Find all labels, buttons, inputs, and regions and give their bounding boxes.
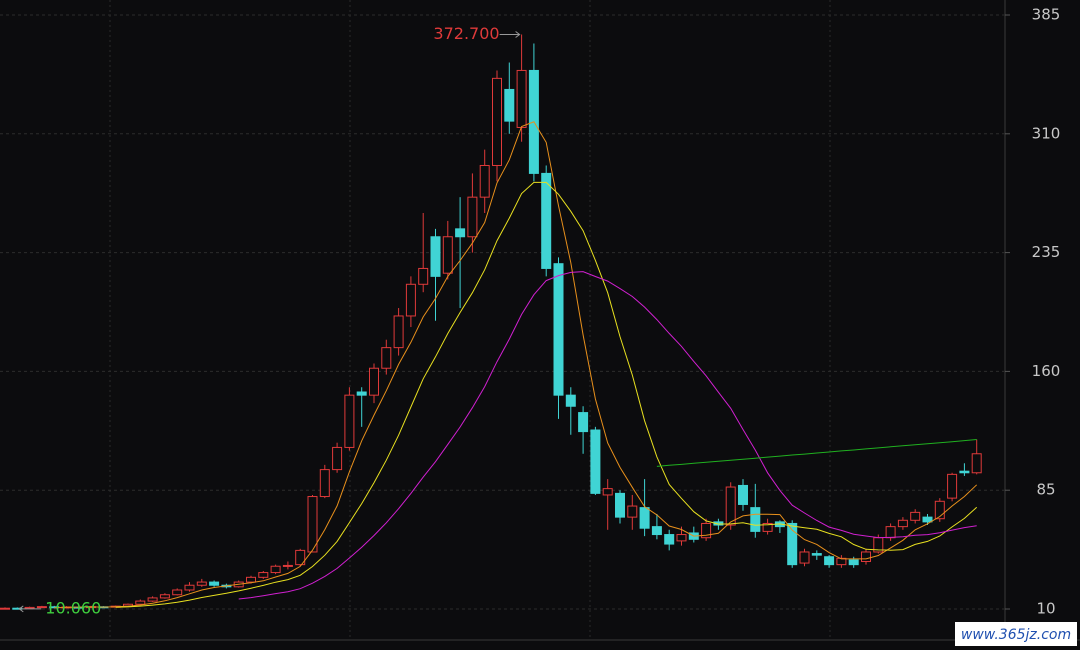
candle-body — [799, 551, 810, 564]
candle-body — [639, 507, 650, 529]
candle-body — [344, 394, 355, 448]
candle-body — [922, 516, 933, 523]
candle-body — [971, 453, 982, 474]
candle-body — [676, 534, 687, 542]
candle-body — [811, 553, 822, 556]
candle-body — [455, 228, 466, 238]
moving-average-line — [238, 271, 977, 600]
annotation-arrowhead — [18, 605, 24, 613]
candle-body — [381, 347, 392, 369]
candle-body — [159, 594, 170, 599]
candle-body — [738, 484, 748, 505]
candle-body — [651, 526, 662, 536]
candle-body — [418, 267, 429, 285]
candle-body — [885, 526, 896, 539]
candle-body — [947, 473, 958, 499]
candle-body — [824, 556, 835, 566]
y-tick-label: 85 — [1036, 481, 1055, 499]
candle-body — [479, 164, 490, 198]
candle-body — [615, 492, 625, 518]
y-tick-label: 235 — [1032, 243, 1061, 261]
candle-body — [467, 196, 478, 238]
candle-body — [762, 522, 773, 532]
vertical-grid — [109, 0, 831, 640]
moving-average-line — [656, 439, 977, 467]
candle-body — [565, 394, 576, 407]
candle-body — [246, 576, 256, 583]
candle-body — [442, 236, 453, 274]
y-tick-label: 310 — [1032, 124, 1061, 142]
candle-body — [332, 446, 343, 471]
candle-body — [0, 607, 10, 610]
watermark: www.365jz.com — [961, 627, 1071, 643]
candle-body — [590, 429, 601, 494]
candle-body — [516, 69, 527, 128]
candle-body — [492, 77, 502, 166]
y-tick-label: 385 — [1032, 6, 1061, 24]
candle-body — [836, 557, 847, 566]
candle-body — [504, 88, 515, 122]
annotation-label: 10.060 — [45, 598, 101, 617]
candle-body — [135, 600, 146, 605]
candle-body — [578, 412, 589, 433]
candle-body — [295, 549, 306, 566]
candle-body — [541, 172, 552, 269]
candle-body — [553, 263, 564, 396]
candle-body — [356, 391, 367, 396]
candle-body — [196, 581, 207, 586]
candle-body — [713, 521, 724, 526]
candle-body — [405, 283, 416, 317]
candle-body — [848, 559, 859, 566]
candle-body — [664, 534, 675, 545]
candle-body — [934, 500, 945, 520]
watermark-box — [955, 622, 1077, 646]
candle-body — [36, 606, 47, 609]
y-tick-label: 160 — [1032, 362, 1061, 380]
moving-average-line — [54, 121, 978, 609]
candle-body — [725, 486, 736, 526]
y-tick-label: 10 — [1036, 600, 1055, 618]
candle-body — [307, 496, 318, 553]
candle-body — [369, 367, 379, 396]
candle-body — [750, 507, 761, 532]
candle-body — [602, 488, 613, 496]
candle-body — [24, 606, 35, 610]
candle-body — [959, 470, 970, 474]
candle-body — [258, 572, 269, 578]
candle-body — [897, 519, 908, 528]
annotation-arrowhead — [515, 31, 521, 38]
candle-body — [270, 565, 281, 574]
candle-body — [393, 315, 404, 349]
candle-body — [209, 581, 220, 586]
candle-body — [430, 236, 441, 277]
candle-body — [147, 597, 158, 602]
candle-body — [910, 511, 921, 521]
candle-body — [172, 589, 183, 596]
candle-body — [319, 469, 330, 498]
candle-body — [184, 584, 195, 591]
candle-body — [861, 551, 871, 562]
annotation-label: 372.700 — [433, 24, 499, 43]
candle-body — [787, 522, 798, 566]
candle-body — [627, 505, 638, 518]
candle-body — [282, 564, 293, 567]
moving-average-line — [115, 181, 978, 608]
candle-body — [701, 522, 712, 539]
